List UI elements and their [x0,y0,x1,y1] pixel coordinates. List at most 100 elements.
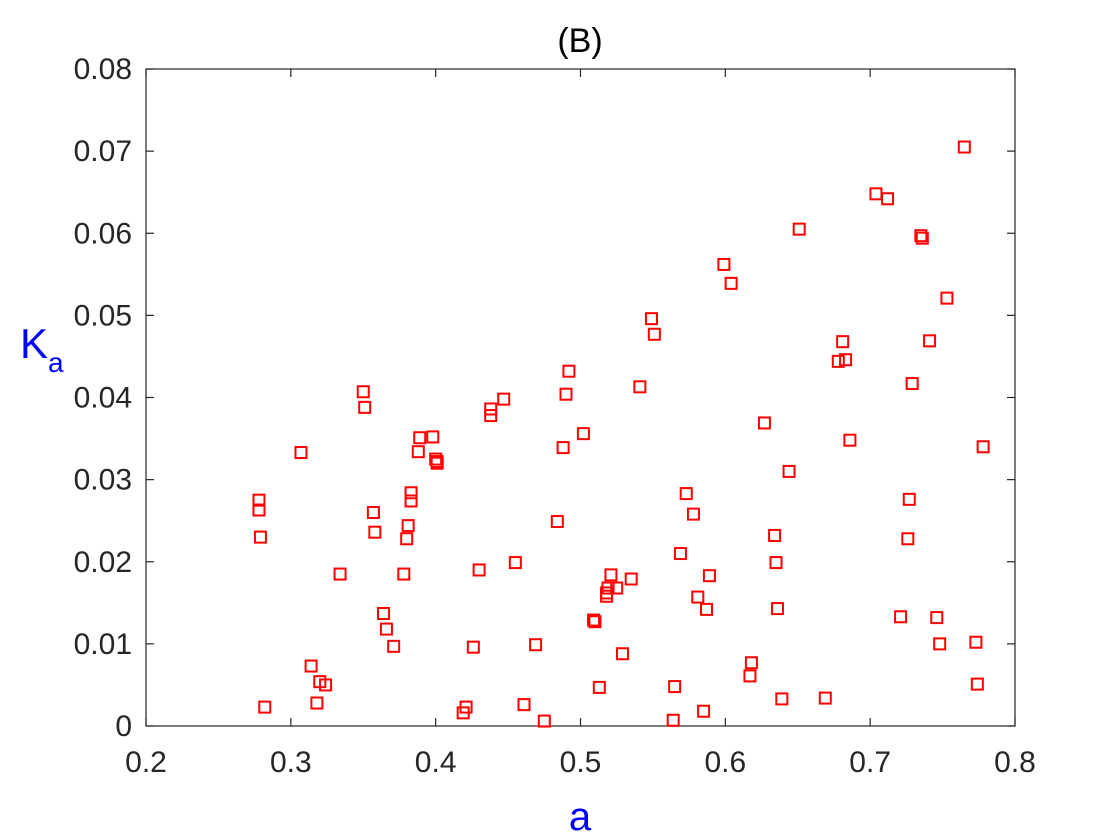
data-point [915,231,929,245]
data-point [957,140,971,154]
y-tick-label: 0 [115,710,132,743]
y-tick-label: 0.02 [74,546,132,579]
data-point [459,700,473,714]
data-point [537,714,551,728]
data-point [310,696,324,710]
data-point [592,680,606,694]
data-point [258,700,272,714]
data-point [905,377,919,391]
data-point [697,704,711,718]
data-point [379,622,393,636]
data-point [624,572,638,586]
x-axis-label: a [569,795,592,839]
data-point [377,606,391,620]
data-point [429,452,443,466]
y-tick-label: 0.04 [74,382,132,415]
data-point [673,547,687,561]
data-point [881,192,895,206]
data-point [686,507,700,521]
data-point [576,427,590,441]
data-point [700,602,714,616]
data-point [914,229,928,243]
data-point [923,334,937,348]
data-point [839,353,853,367]
data-point [644,312,658,326]
data-point [831,354,845,368]
data-point [252,503,266,517]
data-point [466,640,480,654]
y-axis-label-main: K [20,320,48,367]
data-point [969,635,983,649]
data-point [472,563,486,577]
x-tick-label: 0.4 [415,746,457,779]
data-point [604,568,618,582]
data-point [666,713,680,727]
data-point [556,441,570,455]
y-tick-label: 0.07 [74,135,132,168]
y-axis: 0 0.01 0.02 0.03 0.04 0.05 0.06 0.07 0.08 [74,53,1015,743]
data-point [901,532,915,546]
data-point [717,257,731,271]
x-tick-label: 0.8 [994,746,1036,779]
data-point [397,567,411,581]
data-point [366,505,380,519]
chart-title: (B) [557,22,602,60]
data-point [902,492,916,506]
data-point [426,430,440,444]
data-point [933,637,947,651]
data-point [894,610,908,624]
x-tick-label: 0.6 [704,746,746,779]
data-point [356,385,370,399]
y-tick-label: 0.05 [74,299,132,332]
data-point [757,416,771,430]
data-point [387,639,401,653]
data-point [517,698,531,712]
data-point [252,493,266,507]
data-point [404,494,418,508]
data-point [679,487,693,501]
x-tick-label: 0.2 [125,746,167,779]
y-axis-label-subscript: a [48,347,64,378]
data-point [610,581,624,595]
data-point [770,602,784,616]
y-tick-label: 0.03 [74,464,132,497]
data-point [782,464,796,478]
y-tick-label: 0.06 [74,217,132,250]
x-tick-label: 0.5 [560,746,602,779]
data-point [368,525,382,539]
data-point [411,445,425,459]
data-point [562,364,576,378]
data-point [601,581,615,595]
data-point [818,691,832,705]
data-point [668,680,682,694]
data-point [559,387,573,401]
data-point [319,678,333,692]
data-point [775,692,789,706]
data-point [724,276,738,290]
data-point [333,567,347,581]
x-tick-label: 0.3 [270,746,312,779]
data-point [253,530,267,544]
data-point [294,446,308,460]
data-point [976,440,990,454]
data-point [970,677,984,691]
data-point [702,569,716,583]
data-point [744,656,758,670]
data-point [587,613,601,627]
data-point [484,402,498,416]
data-point [930,611,944,625]
data-point [616,647,630,661]
data-point [768,528,782,542]
data-points [252,140,990,728]
data-point [304,659,318,673]
plot-area [145,68,1016,727]
data-point [401,519,415,533]
y-tick-label: 0.08 [74,53,132,86]
y-tick-label: 0.01 [74,628,132,661]
data-point [508,556,522,570]
data-point [588,615,602,629]
data-point [529,638,543,652]
data-point [358,400,372,414]
data-point [743,669,757,683]
